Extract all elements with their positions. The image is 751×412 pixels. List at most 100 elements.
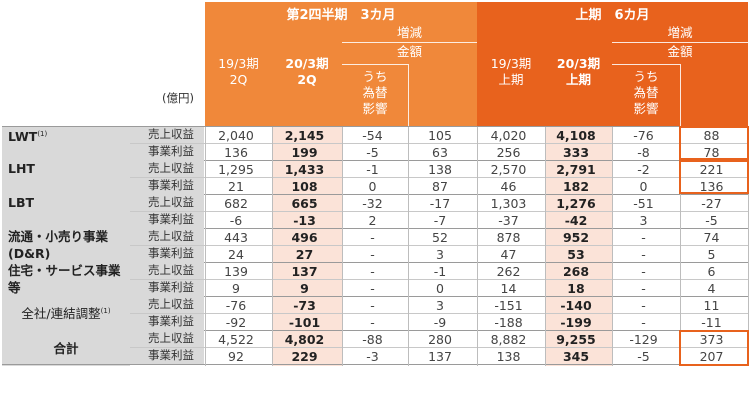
value-cell: -	[370, 230, 375, 245]
value-cell: 1,303	[490, 196, 527, 211]
value-cell: -2	[637, 162, 650, 177]
segment-label: LBT	[2, 194, 130, 228]
value-cell: 139	[224, 264, 248, 279]
column-line	[408, 126, 409, 366]
row-separator	[130, 177, 748, 178]
segment-label: LWT(1)	[2, 126, 130, 160]
value-cell: -	[370, 298, 375, 313]
value-cell: 333	[562, 145, 590, 160]
value-cell: -140	[560, 298, 592, 313]
value-cell: -92	[225, 315, 247, 330]
value-cell: 665	[291, 196, 318, 211]
value-cell: 2,570	[490, 162, 527, 177]
value-cell: -37	[498, 213, 519, 228]
metric-label: 事業利益	[130, 177, 204, 194]
metric-label: 売上収益	[130, 262, 204, 279]
value-cell: 3	[639, 213, 648, 228]
value-cell: -	[641, 281, 646, 296]
column-line	[477, 126, 478, 366]
value-cell: 4,108	[556, 128, 596, 143]
segment-name-line: 全社/連結調整(1)	[21, 306, 111, 322]
segment-label: 住宅・サービス事業等(H&S)	[2, 262, 130, 312]
value-cell: 136	[699, 179, 724, 194]
value-cell: -	[370, 264, 375, 279]
value-cell: 52	[432, 230, 448, 245]
value-cell: -3	[366, 349, 379, 364]
value-cell: -76	[225, 298, 247, 313]
segment-separator	[2, 262, 748, 263]
value-cell: 221	[699, 162, 724, 177]
metric-label: 売上収益	[130, 160, 204, 177]
value-cell: 268	[562, 264, 590, 279]
value-cell: -129	[629, 332, 658, 347]
value-cell: 2,791	[556, 162, 596, 177]
column-header-fx: うち 為替 影響	[633, 69, 659, 116]
value-cell: 4,522	[218, 332, 254, 347]
value-cell: 9	[232, 281, 240, 296]
header-divider	[612, 64, 680, 65]
footnote-marker: (1)	[100, 307, 111, 316]
metric-label: 事業利益	[130, 313, 204, 330]
value-cell: 5	[707, 247, 716, 262]
value-cell: -11	[701, 315, 722, 330]
header-divider	[408, 64, 409, 126]
value-cell: -1	[433, 264, 447, 279]
column-line	[680, 126, 681, 366]
column-header-prev: 19/3期 上期	[490, 56, 532, 87]
value-cell: 878	[496, 230, 521, 245]
value-cell: -	[641, 315, 646, 330]
value-cell: 92	[228, 349, 244, 364]
segment-name-line: LWT(1)	[8, 129, 48, 145]
segment-label: 合計	[2, 330, 130, 366]
value-cell: 199	[291, 145, 318, 160]
header-divider	[342, 42, 477, 43]
column-line	[612, 126, 613, 366]
value-cell: -5	[637, 349, 650, 364]
segment-name-line: LHT	[8, 161, 35, 176]
value-cell: -1	[366, 162, 379, 177]
column-line	[205, 126, 206, 366]
value-cell: -32	[362, 196, 383, 211]
value-cell: 4,020	[490, 128, 527, 143]
segment-name-line: (D&R)	[8, 246, 51, 261]
value-cell: 108	[291, 179, 318, 194]
row-separator	[130, 347, 748, 348]
value-cell: 88	[703, 128, 720, 143]
column-line	[272, 126, 273, 366]
value-cell: 256	[496, 145, 521, 160]
value-cell: -	[641, 298, 646, 313]
current-period-tint	[272, 126, 342, 366]
metric-label: 事業利益	[130, 245, 204, 262]
segment-name-line: LBT	[8, 195, 35, 210]
column-line	[748, 126, 749, 366]
segment-separator	[2, 330, 748, 331]
value-cell: 2	[368, 213, 377, 228]
value-cell: 18	[567, 281, 585, 296]
segment-name-line: 流通・小売り事業	[8, 229, 109, 244]
metric-label: 事業利益	[130, 211, 204, 228]
metric-label: 売上収益	[130, 126, 204, 143]
column-header-prev: 19/3期 2Q	[218, 56, 259, 87]
group-header-body	[477, 24, 748, 126]
value-cell: -151	[494, 298, 523, 313]
group-header-body	[205, 24, 477, 126]
value-cell: -199	[560, 315, 592, 330]
value-cell: -	[370, 281, 375, 296]
value-cell: 952	[562, 230, 590, 245]
value-cell: 3	[436, 298, 444, 313]
value-cell: 4,802	[284, 332, 325, 347]
value-cell: -5	[705, 213, 718, 228]
value-cell: 46	[500, 179, 517, 194]
segment-label: 全社/連結調整(1)	[2, 296, 130, 330]
segment-name-line: 住宅・サービス事業等	[8, 263, 121, 295]
metric-label: 事業利益	[130, 347, 204, 364]
segment-label: LHT	[2, 160, 130, 194]
value-cell: 53	[567, 247, 585, 262]
value-cell: 63	[432, 145, 448, 160]
value-cell: 207	[699, 349, 724, 364]
value-cell: 0	[368, 179, 377, 194]
unit-label: (億円)	[162, 91, 194, 105]
value-cell: -9	[433, 315, 447, 330]
current-period-tint	[545, 126, 612, 366]
